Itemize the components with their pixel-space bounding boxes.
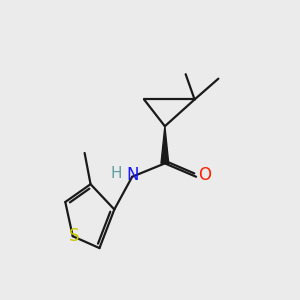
Text: O: O: [198, 166, 211, 184]
Text: S: S: [69, 227, 80, 245]
Text: N: N: [126, 166, 138, 184]
Text: H: H: [111, 166, 122, 181]
Polygon shape: [161, 126, 169, 164]
